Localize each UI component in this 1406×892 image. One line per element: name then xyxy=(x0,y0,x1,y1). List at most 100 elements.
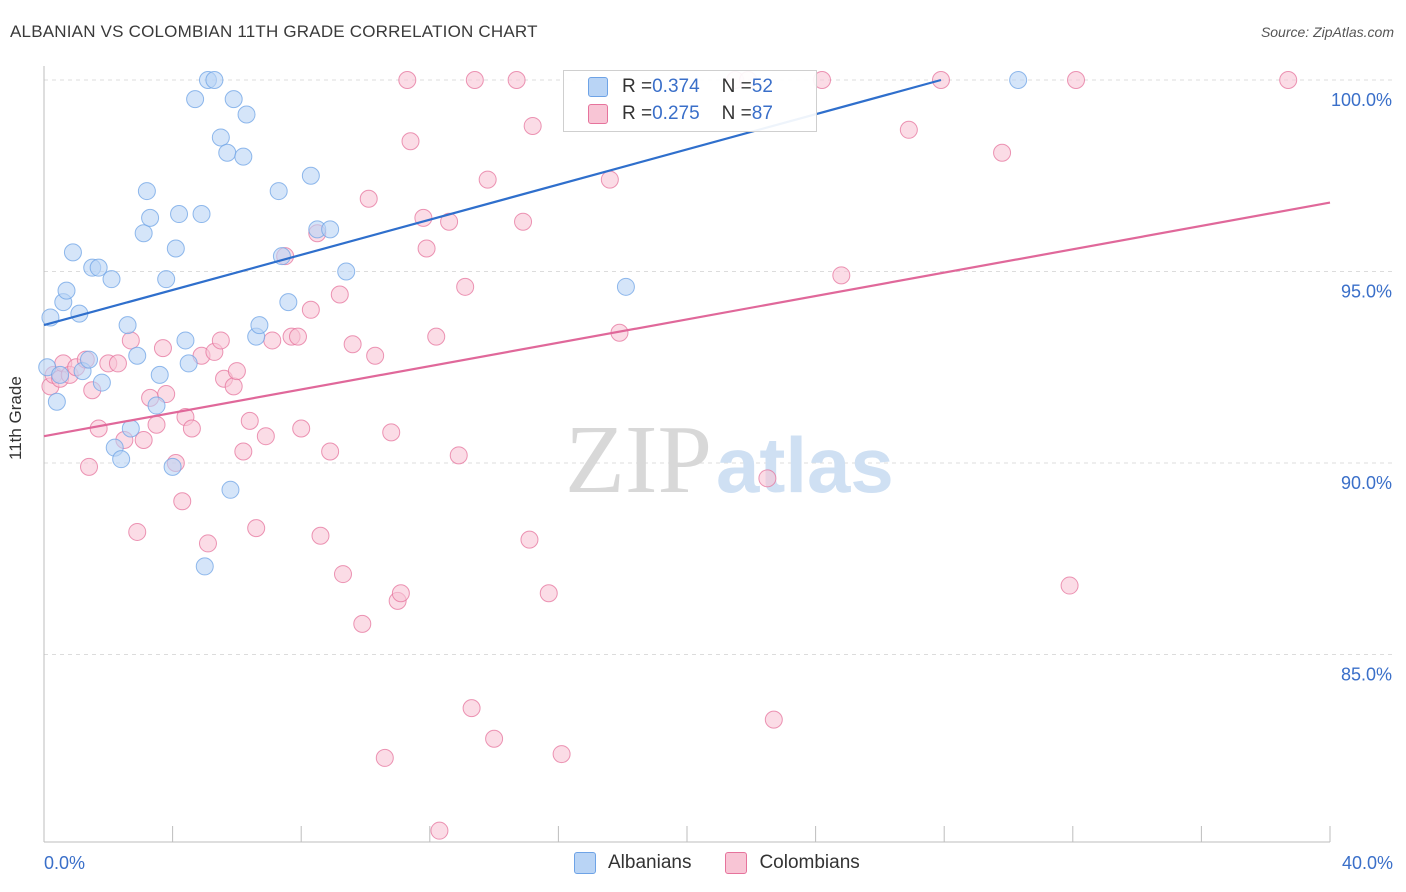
watermark: ZIP atlas xyxy=(565,406,894,514)
point-colombians xyxy=(1060,576,1079,595)
y-tick-label: 85.0% xyxy=(1341,665,1392,685)
point-albanians xyxy=(337,262,356,281)
point-albanians xyxy=(211,128,230,147)
point-colombians xyxy=(353,614,372,633)
legend-swatch-albanians xyxy=(574,852,596,874)
point-albanians xyxy=(166,239,185,258)
point-colombians xyxy=(247,519,266,538)
point-colombians xyxy=(333,565,352,584)
point-colombians xyxy=(134,431,153,450)
point-albanians xyxy=(157,270,176,289)
point-albanians xyxy=(279,293,298,312)
y-tick-label: 100.0% xyxy=(1331,90,1392,110)
point-albanians xyxy=(616,277,635,296)
legend-r-label: R = xyxy=(622,76,653,97)
legend-n-label: N = xyxy=(721,103,752,124)
point-colombians xyxy=(80,457,99,476)
point-albanians xyxy=(102,270,121,289)
watermark-zip: ZIP xyxy=(565,406,712,514)
point-colombians xyxy=(758,469,777,488)
point-colombians xyxy=(321,442,340,461)
trendline-colombians xyxy=(43,201,1331,438)
point-colombians xyxy=(440,212,459,231)
y-axis-title: 11th Grade xyxy=(6,376,25,460)
legend-n-label: N = xyxy=(721,76,752,97)
gridlines xyxy=(44,79,1392,655)
legend-label-albanians: Albanians xyxy=(608,852,692,873)
axes xyxy=(43,66,1331,843)
point-albanians xyxy=(221,480,240,499)
point-colombians xyxy=(359,189,378,208)
point-colombians xyxy=(366,346,385,365)
point-colombians xyxy=(224,377,243,396)
point-colombians xyxy=(157,385,176,404)
point-colombians xyxy=(552,745,571,764)
point-colombians xyxy=(121,331,140,350)
point-colombians xyxy=(993,143,1012,162)
legend-item-colombians[interactable]: Colombians xyxy=(725,852,860,874)
legend-row-albanians: R = 0.374 N = 52 xyxy=(588,75,773,99)
point-colombians xyxy=(465,71,484,89)
point-albanians xyxy=(237,105,256,124)
point-colombians xyxy=(108,354,127,373)
point-albanians xyxy=(1009,71,1028,89)
point-colombians xyxy=(391,584,410,603)
point-albanians xyxy=(128,346,147,365)
point-albanians xyxy=(147,396,166,415)
legend-item-albanians[interactable]: Albanians xyxy=(574,852,691,874)
series-albanians xyxy=(38,71,1028,576)
point-albanians xyxy=(150,365,169,384)
legend-r-value: 0.374 xyxy=(652,76,700,97)
legend-swatch-colombians xyxy=(588,104,608,124)
point-colombians xyxy=(1279,71,1298,89)
point-colombians xyxy=(430,821,449,840)
point-albanians xyxy=(179,354,198,373)
point-colombians xyxy=(514,212,533,231)
point-albanians xyxy=(47,392,66,411)
legend-label-colombians: Colombians xyxy=(759,852,860,873)
point-colombians xyxy=(462,699,481,718)
legend-n-value: 87 xyxy=(751,103,773,124)
series-legend: Albanians Colombians xyxy=(574,852,894,874)
y-tick-label: 95.0% xyxy=(1341,282,1392,302)
point-albanians xyxy=(137,182,156,201)
point-albanians xyxy=(92,373,111,392)
point-albanians xyxy=(163,457,182,476)
point-colombians xyxy=(398,71,417,89)
point-albanians xyxy=(170,205,189,224)
point-colombians xyxy=(427,327,446,346)
point-albanians xyxy=(141,208,160,227)
legend-n-value: 52 xyxy=(751,76,773,97)
point-albanians xyxy=(176,331,195,350)
point-colombians xyxy=(263,331,282,350)
point-colombians xyxy=(764,710,783,729)
point-colombians xyxy=(292,419,311,438)
point-colombians xyxy=(288,327,307,346)
x-axis-max-label: 40.0% xyxy=(1341,853,1393,873)
point-colombians xyxy=(382,423,401,442)
point-colombians xyxy=(343,335,362,354)
legend-r-value: 0.275 xyxy=(652,103,700,124)
point-albanians xyxy=(269,182,288,201)
y-tick-label: 90.0% xyxy=(1341,473,1392,493)
point-colombians xyxy=(507,71,526,89)
point-colombians xyxy=(832,266,851,285)
point-colombians xyxy=(449,446,468,465)
point-colombians xyxy=(456,277,475,296)
point-colombians xyxy=(600,170,619,189)
point-colombians xyxy=(478,170,497,189)
legend-r-label: R = xyxy=(622,103,653,124)
point-albanians xyxy=(80,350,99,369)
point-albanians xyxy=(218,143,237,162)
point-albanians xyxy=(112,450,131,469)
y-tick-labels: 85.0% 90.0% 95.0% 100.0% xyxy=(1331,90,1392,685)
point-colombians xyxy=(523,116,542,135)
point-colombians xyxy=(539,584,558,603)
point-albanians xyxy=(192,205,211,224)
x-axis-min-label: 0.0% xyxy=(44,853,86,873)
correlation-legend: R = 0.374 N = 52 R = 0.275 N = 87 xyxy=(563,70,817,132)
point-colombians xyxy=(256,427,275,446)
point-albanians xyxy=(63,243,82,262)
point-albanians xyxy=(89,258,108,277)
